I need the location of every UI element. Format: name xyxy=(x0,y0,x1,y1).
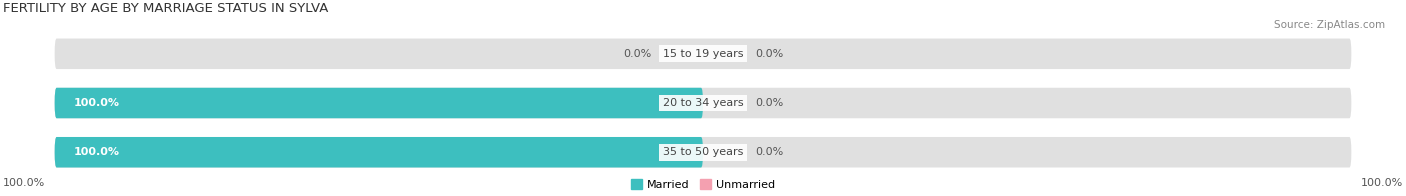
Text: 15 to 19 years: 15 to 19 years xyxy=(662,49,744,59)
Text: Source: ZipAtlas.com: Source: ZipAtlas.com xyxy=(1274,20,1385,30)
Text: 100.0%: 100.0% xyxy=(1361,178,1403,188)
Text: 0.0%: 0.0% xyxy=(755,98,783,108)
Text: FERTILITY BY AGE BY MARRIAGE STATUS IN SYLVA: FERTILITY BY AGE BY MARRIAGE STATUS IN S… xyxy=(3,2,328,15)
Text: 100.0%: 100.0% xyxy=(75,98,120,108)
Text: 0.0%: 0.0% xyxy=(623,49,651,59)
Text: 35 to 50 years: 35 to 50 years xyxy=(662,147,744,157)
FancyBboxPatch shape xyxy=(55,88,1351,118)
Text: 100.0%: 100.0% xyxy=(3,178,45,188)
FancyBboxPatch shape xyxy=(55,88,703,118)
Text: 0.0%: 0.0% xyxy=(755,147,783,157)
FancyBboxPatch shape xyxy=(55,137,703,168)
Text: 20 to 34 years: 20 to 34 years xyxy=(662,98,744,108)
Text: 0.0%: 0.0% xyxy=(755,49,783,59)
Text: 100.0%: 100.0% xyxy=(75,147,120,157)
Legend: Married, Unmarried: Married, Unmarried xyxy=(627,175,779,195)
FancyBboxPatch shape xyxy=(55,137,1351,168)
FancyBboxPatch shape xyxy=(55,39,1351,69)
